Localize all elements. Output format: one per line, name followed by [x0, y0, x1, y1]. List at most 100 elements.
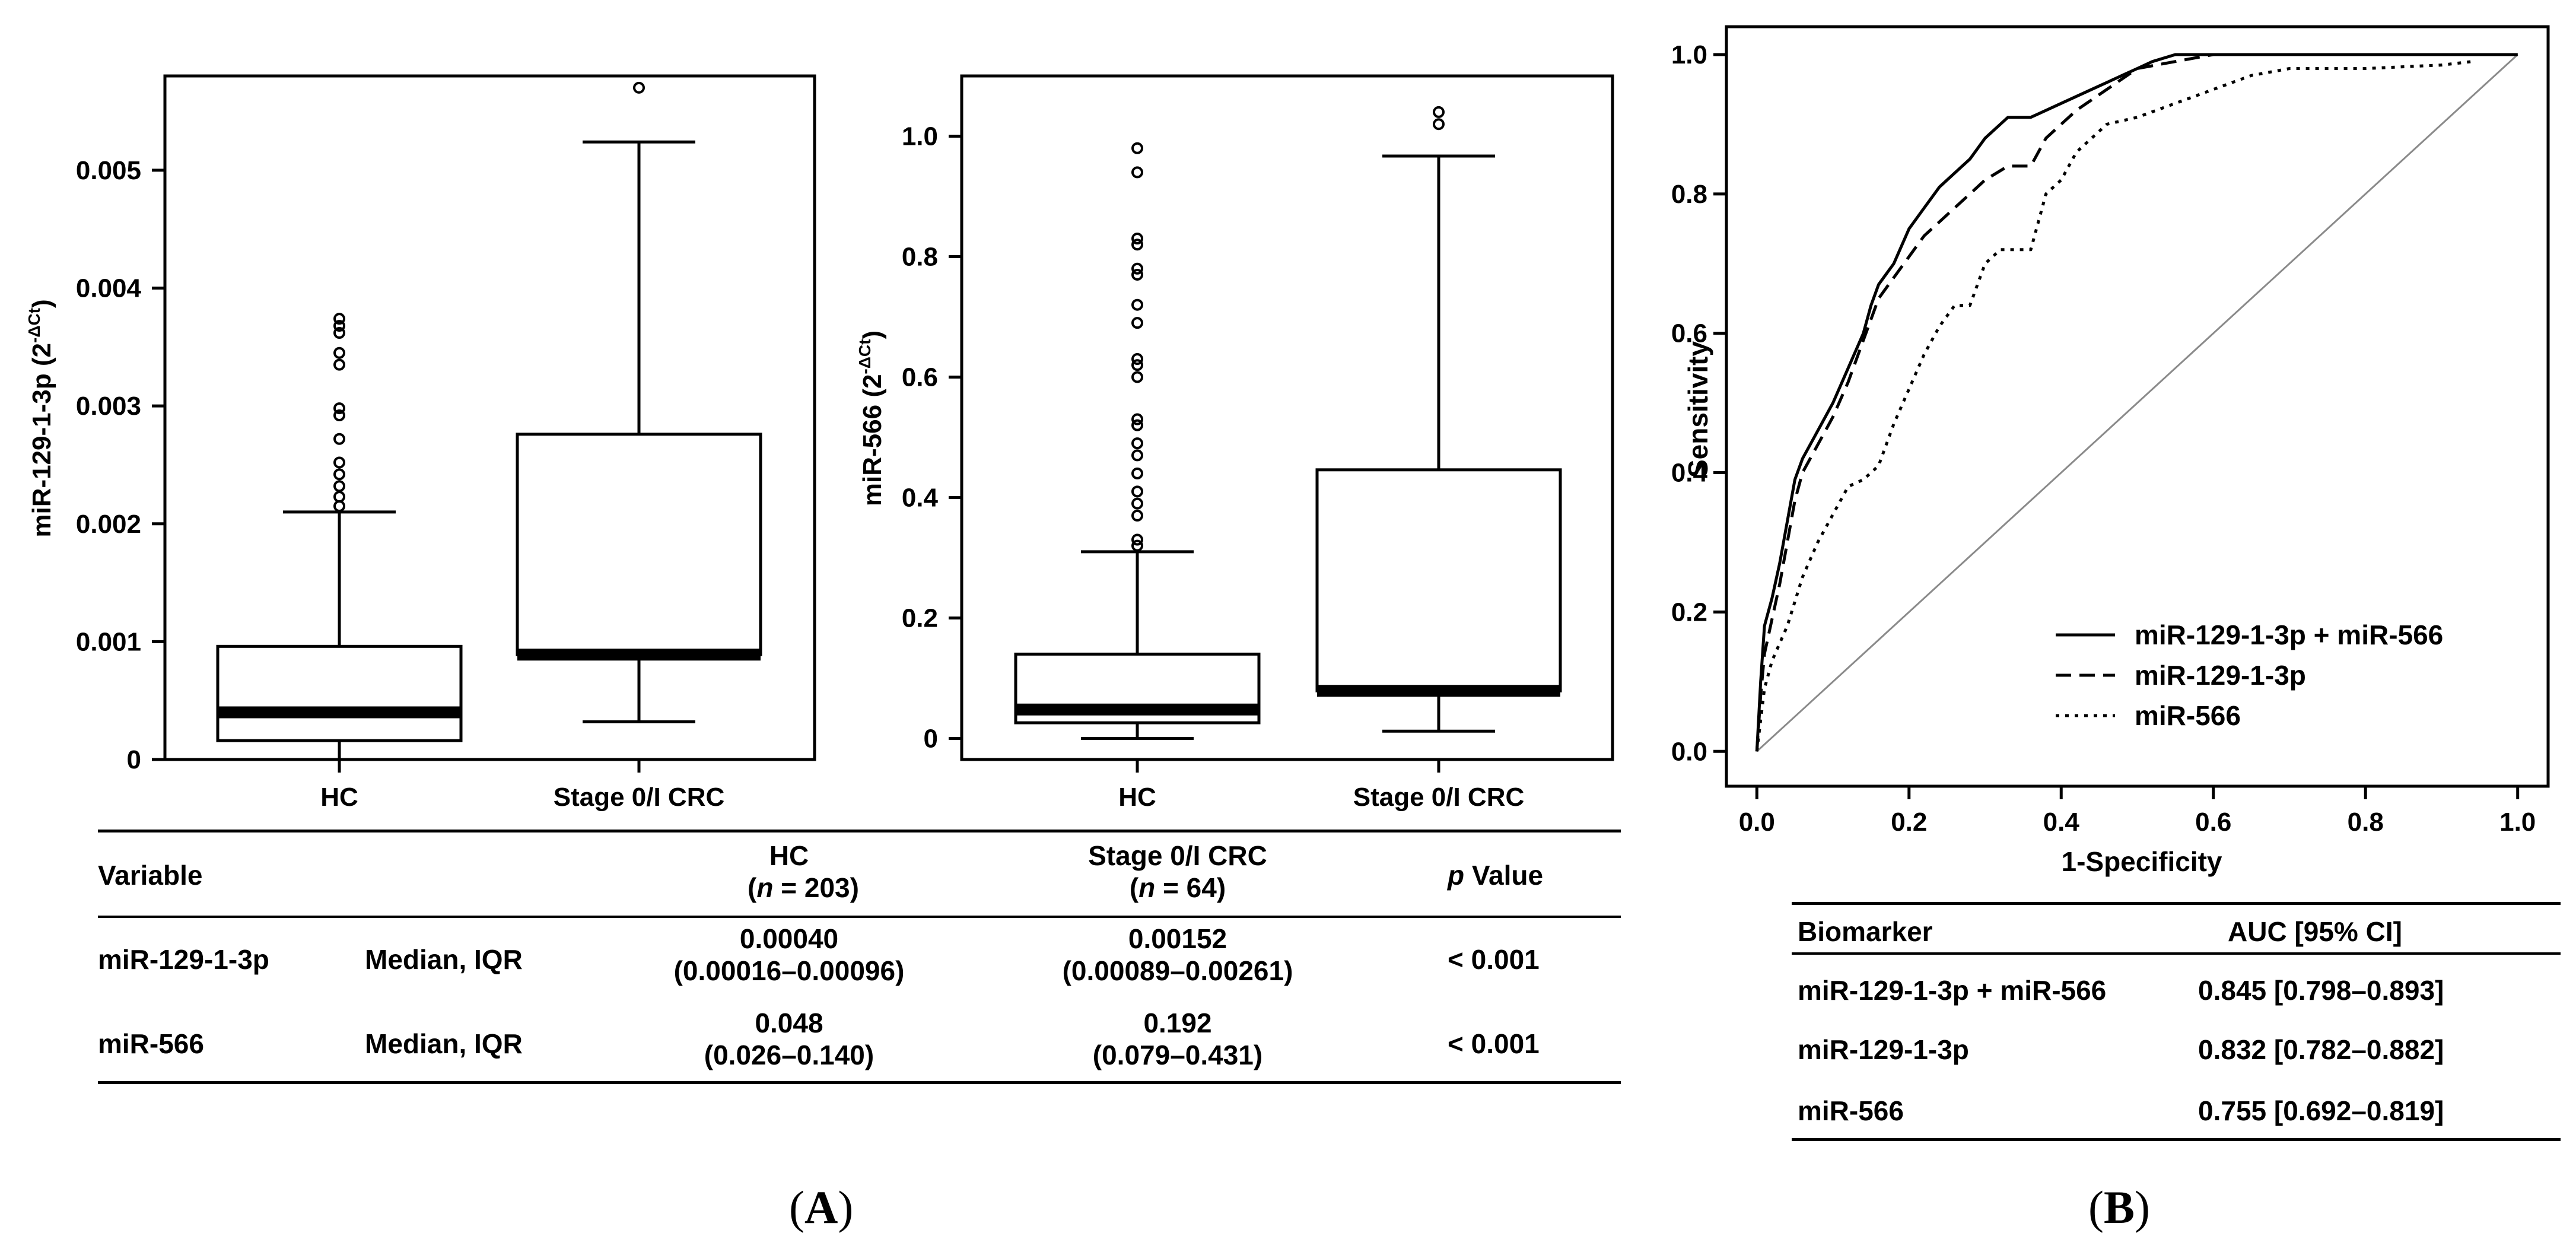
table-b-row2-name: miR-129-1-3p: [1798, 1034, 1969, 1065]
roc-chart: 1-Specificity Sensitivity 0.0 0.2 0.4 0.6 0.…: [1671, 25, 2550, 877]
outlier-point-mir566: [1433, 106, 1445, 118]
table-a-row2-hc-iqr: (0.026–0.140): [704, 1040, 874, 1070]
panel-label-b-letter: B: [2103, 1181, 2135, 1233]
roc-y-tick-label: 0.2: [1671, 598, 1707, 627]
outlier-point-mir566: [1131, 233, 1143, 245]
table-b-mid-rule: [1792, 952, 2561, 955]
roc-y-tick-label: 0.0: [1671, 737, 1707, 766]
outlier-point-mir566: [1433, 118, 1445, 131]
outlier-point-mir129: [333, 347, 345, 359]
outlier-point-mir566: [1131, 509, 1143, 522]
table-a-header-crc-paren: (: [1129, 872, 1139, 903]
boxplot-mir129: miR-129-1-3p (2-ΔCt) 0 0.001 0.002 0.003 0.0…: [25, 74, 816, 812]
table-a-row2-name: miR-566: [98, 1028, 204, 1059]
x-tick-label-mir566: Stage 0/I CRC: [1353, 783, 1525, 812]
y-tick-label-mir129: 0.001: [76, 627, 141, 656]
table-a-header-hc-paren: (: [748, 872, 757, 903]
outlier-point-mir129: [333, 320, 345, 332]
y-tick-label-mir129: 0.004: [76, 274, 142, 303]
table-a-row2-p: < 0.001: [1448, 1028, 1540, 1059]
roc-x-tick-label: 0.0: [1739, 808, 1775, 837]
table-a-header-p: p Value: [1448, 859, 1543, 891]
y-tick-label-mir566: 0.6: [902, 363, 938, 392]
table-a-header-hc: HC (n = 203): [748, 840, 859, 904]
outlier-point-mir129: [333, 326, 345, 339]
outlier-point-mir566: [1131, 497, 1143, 510]
table-a-row1-crc-iqr: (0.00089–0.00261): [1062, 955, 1293, 986]
outlier-point-mir566: [1131, 449, 1143, 462]
outlier-point-mir566: [1131, 166, 1143, 179]
table-a-header-variable: Variable: [98, 860, 203, 891]
roc-x-tick-label: 0.8: [2348, 808, 2384, 837]
outlier-point-mir129: [333, 500, 345, 512]
y-tick-label-mir129: 0.003: [76, 392, 141, 421]
box-mir566: [1315, 468, 1562, 692]
outlier-point-mir566: [1131, 142, 1143, 154]
table-b-header-auc: AUC [95% CI]: [2228, 916, 2402, 947]
outlier-point-mir566: [1131, 539, 1143, 552]
outlier-point-mir566: [1131, 239, 1143, 251]
table-a-top-rule: [98, 830, 1621, 832]
outlier-point-mir566: [1131, 371, 1143, 383]
panel-label-b: (B): [2088, 1181, 2150, 1234]
y-tick-label-mir566: 0.8: [902, 242, 938, 271]
roc-curve-solid: [1755, 53, 2518, 752]
panel-label-b-open: (: [2088, 1181, 2104, 1233]
x-tick-label-mir129: Stage 0/I CRC: [554, 783, 725, 812]
outlier-point-mir129: [333, 456, 345, 469]
outlier-point-mir566: [1131, 353, 1143, 366]
y-tick-label-mir129: 0.005: [76, 156, 141, 185]
table-a-header-crc-n: n: [1138, 872, 1156, 903]
table-a-row2-hc-median: 0.048: [755, 1008, 823, 1038]
table-a-bottom-rule: [98, 1081, 1621, 1084]
table-b-row2-auc-value: 0.832: [2198, 1034, 2267, 1065]
outlier-point-mir566: [1131, 298, 1143, 311]
table-b-row3-name: miR-566: [1798, 1095, 1904, 1126]
outlier-point-mir129: [333, 433, 345, 445]
table-b-row2-auc: 0.832 [0.782–0.882]: [2198, 1034, 2444, 1066]
table-a-header-crc-n-rest: = 64): [1155, 872, 1226, 903]
table-b-row1-ci: [0.798–0.893]: [2273, 975, 2444, 1006]
panel-label-a-letter: A: [804, 1181, 838, 1233]
table-b-top-rule: [1792, 902, 2561, 905]
table-a-row1-crc: 0.00152 (0.00089–0.00261): [1029, 923, 1326, 987]
y-axis-label-mir129: miR-129-1-3p (2-ΔCt): [25, 299, 56, 537]
x-tick-label-mir129: HC: [320, 783, 358, 812]
table-b-row3-auc-value: 0.755: [2198, 1095, 2267, 1126]
outlier-point-mir566: [1131, 413, 1143, 425]
box-mir129: [216, 644, 463, 742]
y-tick-label-mir129: 0: [127, 745, 141, 774]
table-a-row1-hc-median: 0.00040: [739, 923, 839, 954]
table-a-row2-crc-iqr: (0.079–0.431): [1092, 1040, 1263, 1070]
panel-label-a: (A): [789, 1181, 853, 1234]
roc-y-tick-label: 0.4: [1671, 459, 1708, 488]
outlier-point-mir566: [1131, 485, 1143, 498]
outlier-point-mir129: [333, 480, 345, 492]
y-tick-label-mir566: 0.4: [902, 483, 939, 512]
y-tick-label-mir566: 0.2: [902, 603, 938, 633]
roc-y-tick-label: 0.8: [1671, 180, 1707, 209]
table-b-row1-auc-value: 0.845: [2198, 975, 2267, 1006]
outlier-point-mir129: [333, 491, 345, 503]
outlier-point-mir566: [1131, 467, 1143, 479]
outlier-point-mir129: [333, 358, 345, 371]
outlier-point-mir566: [1131, 533, 1143, 546]
table-a-row1-p: < 0.001: [1448, 944, 1540, 975]
roc-y-tick-label: 0.6: [1671, 319, 1707, 348]
table-b-row2-ci: [0.782–0.882]: [2273, 1034, 2444, 1065]
outlier-point-mir129: [633, 81, 645, 94]
legend-label-dashed: miR-129-1-3p: [2135, 660, 2306, 691]
roc-curve-dashed: [1755, 53, 2518, 752]
plot-frame-roc: [1725, 25, 2550, 788]
box-mir129: [516, 433, 762, 656]
outlier-point-mir566: [1131, 262, 1143, 275]
table-a-header-crc: Stage 0/I CRC (n = 64): [1050, 840, 1305, 904]
outlier-point-mir566: [1131, 317, 1143, 329]
y-tick-label-mir129: 0.002: [76, 510, 141, 539]
roc-x-axis-label: 1-Specificity: [2062, 846, 2222, 877]
roc-y-axis-label: Sensitivity: [1683, 341, 1713, 478]
table-a-row1-stat: Median, IQR: [365, 944, 523, 975]
table-a-row1-hc-iqr: (0.00016–0.00096): [673, 955, 905, 986]
roc-curve-dotted: [1755, 60, 2473, 752]
